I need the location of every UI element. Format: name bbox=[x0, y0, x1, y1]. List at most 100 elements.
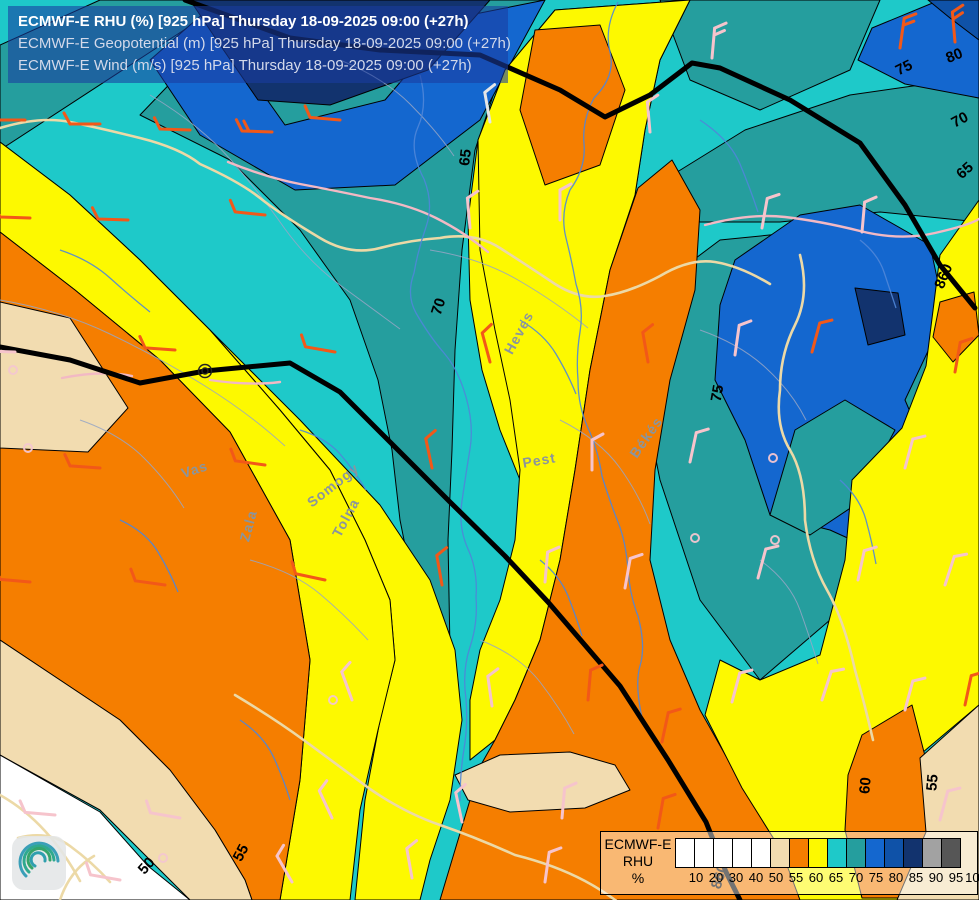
legend-title-param: RHU bbox=[622, 853, 654, 869]
country-borders-layer bbox=[0, 118, 979, 900]
contour-value-label: 70 bbox=[949, 109, 972, 132]
county-name-label: Pest bbox=[521, 449, 557, 471]
wind-barb-icon bbox=[756, 544, 780, 580]
legend-tick: 70 bbox=[848, 870, 864, 885]
wind-barb-icon bbox=[228, 198, 267, 217]
legend-color-box bbox=[941, 838, 961, 868]
rivers-layer bbox=[59, 1, 897, 802]
wind-barb-icon bbox=[590, 432, 605, 472]
wind-barb-icon bbox=[0, 107, 27, 122]
wind-barb-icon bbox=[405, 839, 419, 880]
wind-barb-icon bbox=[730, 668, 754, 704]
wind-barb-icon bbox=[950, 3, 965, 44]
wind-barb-icon bbox=[710, 21, 728, 60]
geopotential-contour-860-south bbox=[0, 344, 743, 900]
wind-barb-icon bbox=[543, 846, 563, 884]
wind-barb-icon bbox=[660, 707, 682, 744]
wind-barb-icon bbox=[90, 206, 130, 222]
county-name-label: Vas bbox=[179, 457, 210, 481]
legend-tick-labels: 10 20 30 40 50 55 60 65 70 75 80 85 90 95100 bbox=[676, 870, 979, 890]
wind-barb-icon bbox=[543, 545, 561, 584]
legend-color-scale bbox=[675, 838, 961, 868]
legend-color-box bbox=[751, 838, 771, 868]
wind-barb-icon bbox=[943, 552, 969, 587]
legend-tick: 85 bbox=[908, 870, 924, 885]
contour-value-label: 55 bbox=[230, 842, 253, 865]
wind-barb-icon bbox=[953, 336, 974, 374]
wind-barb-icon bbox=[290, 560, 327, 582]
wind-barb-icon bbox=[903, 434, 927, 470]
legend-title-unit: % bbox=[631, 870, 645, 886]
wind-barb-icon bbox=[234, 118, 274, 134]
wind-barb-icon bbox=[656, 792, 677, 830]
legend-color-box bbox=[770, 838, 790, 868]
legend-color-box bbox=[865, 838, 885, 868]
legend-tick: 40 bbox=[748, 870, 764, 885]
legend-tick: 20 bbox=[708, 870, 724, 885]
legend-color-box bbox=[732, 838, 752, 868]
legend-tick: 65 bbox=[828, 870, 844, 885]
wind-barb-icon bbox=[138, 335, 177, 352]
legend-color-box bbox=[694, 838, 714, 868]
wind-barb-icon bbox=[275, 843, 294, 884]
contour-value-label: 75 bbox=[893, 57, 915, 80]
wind-barb-icon bbox=[586, 663, 604, 702]
wind-barb-icon bbox=[938, 786, 962, 822]
contour-value-label: 860 bbox=[708, 862, 732, 891]
wind-barbs-layer bbox=[0, 3, 979, 884]
wind-barb-icon bbox=[483, 83, 497, 124]
legend-tick: 30 bbox=[728, 870, 744, 885]
contour-value-label: 65 bbox=[456, 148, 475, 167]
legend-color-box bbox=[713, 838, 733, 868]
legend-tick: 95 bbox=[948, 870, 964, 885]
legend-tick: 10 bbox=[688, 870, 704, 885]
wind-barb-icon bbox=[820, 667, 846, 702]
wind-barb-icon bbox=[62, 111, 102, 126]
title-line-geopotential: ECMWF-E Geopotential (m) [925 hPa] Thurs… bbox=[18, 35, 511, 52]
legend-color-box bbox=[903, 838, 923, 868]
legend-color-box bbox=[675, 838, 695, 868]
wind-barb-icon bbox=[688, 427, 710, 464]
wind-barb-icon bbox=[63, 453, 102, 470]
provider-logo bbox=[12, 836, 66, 890]
wind-barb-icon bbox=[340, 660, 354, 702]
legend-color-box bbox=[808, 838, 828, 868]
wind-barb-icon bbox=[0, 566, 32, 584]
wind-barb-icon bbox=[317, 779, 334, 820]
legend-title: ECMWF-E RHU % bbox=[601, 836, 675, 887]
contour-value-label: 55 bbox=[923, 774, 941, 792]
wind-barb-icon bbox=[860, 195, 878, 234]
town-marker bbox=[768, 453, 778, 463]
county-borders-layer bbox=[0, 59, 819, 735]
wind-barb-icon bbox=[903, 676, 927, 712]
wind-barb-icon bbox=[152, 116, 192, 132]
town-marker bbox=[690, 533, 700, 543]
legend-tick: 100 bbox=[965, 870, 979, 885]
wind-barb-icon bbox=[641, 323, 655, 364]
wind-barb-icon bbox=[229, 447, 267, 467]
wind-barb-icon bbox=[299, 333, 337, 354]
legend-color-box bbox=[789, 838, 809, 868]
town-marker bbox=[158, 853, 168, 863]
wind-barb-icon bbox=[856, 545, 878, 582]
legend-color-box bbox=[846, 838, 866, 868]
wind-barb-icon bbox=[0, 338, 17, 354]
wind-barb-icon bbox=[810, 318, 834, 354]
wind-barb-icon bbox=[424, 428, 437, 470]
legend-tick: 60 bbox=[808, 870, 824, 885]
title-line-rhu: ECMWF-E RHU (%) [925 hPa] Thursday 18-09… bbox=[18, 13, 469, 30]
city-markers-layer bbox=[8, 363, 780, 863]
cyclone-spiral-icon bbox=[18, 841, 60, 878]
wind-barb-icon bbox=[480, 322, 493, 364]
wind-barb-icon bbox=[144, 799, 182, 820]
wind-barb-icon bbox=[645, 93, 660, 134]
contour-value-label: 70 bbox=[428, 296, 449, 317]
wind-barb-icon bbox=[18, 799, 57, 817]
contour-value-label: 75 bbox=[708, 384, 728, 403]
wind-barb-icon bbox=[84, 861, 122, 882]
wind-barb-icon bbox=[303, 104, 342, 122]
town-marker bbox=[23, 443, 33, 453]
wind-barb-icon bbox=[963, 670, 979, 707]
